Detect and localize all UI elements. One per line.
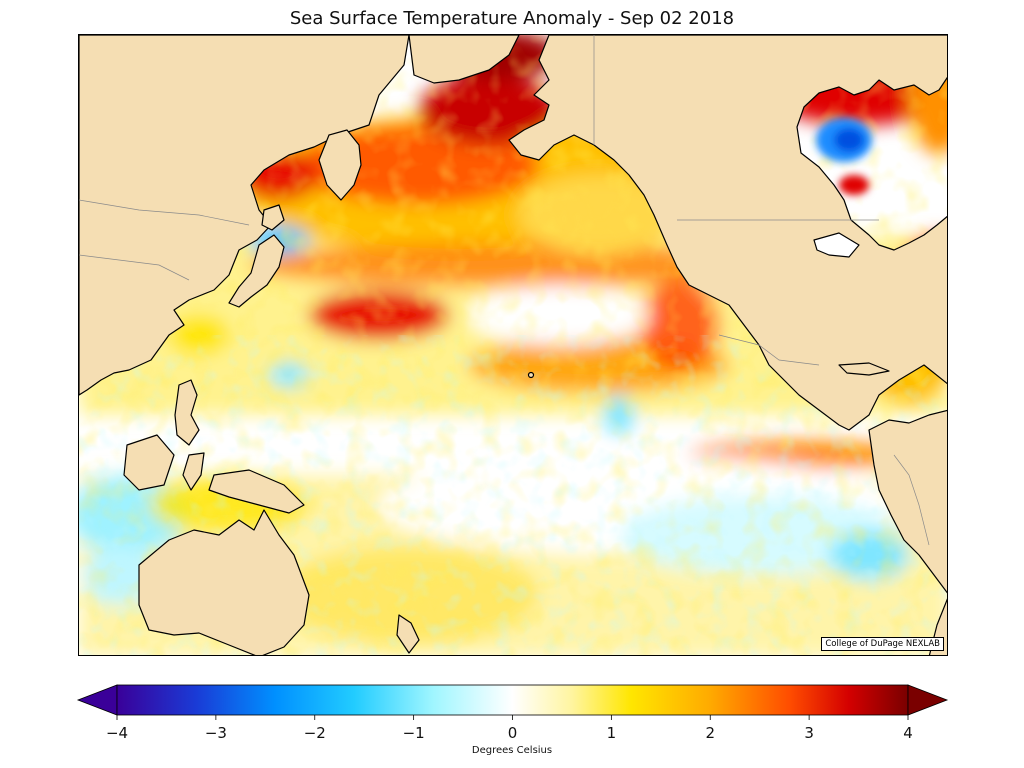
great-lakes <box>813 232 860 258</box>
colorbar-tick-label: −3 <box>204 724 227 742</box>
australia <box>138 509 310 655</box>
north-america-landmass <box>508 35 947 431</box>
kamchatka-peninsula <box>318 129 362 201</box>
colorbar-extend-min <box>76 684 118 716</box>
philippines <box>174 379 200 446</box>
colorbar-units-label: Degrees Celsius <box>471 745 553 756</box>
colorbar-gradient <box>76 684 949 720</box>
japan <box>228 234 285 308</box>
new-guinea <box>208 469 305 514</box>
credit-label: College of DuPage NEXLAB <box>821 637 944 651</box>
political-borders <box>79 35 930 546</box>
colorbar-tick-label: −2 <box>303 724 326 742</box>
hawaii <box>527 371 535 379</box>
sst-anomaly-map <box>79 35 947 655</box>
asia-landmass <box>79 35 410 396</box>
colorbar-tick-label: 0 <box>507 724 518 742</box>
colorbar-tick-label: 4 <box>903 724 913 742</box>
map-panel: College of DuPage NEXLAB <box>78 34 948 656</box>
colorbar-tick-label: 3 <box>804 724 814 742</box>
colorbar-body <box>116 684 909 716</box>
cuba <box>838 362 890 376</box>
new-zealand <box>396 614 420 654</box>
sulawesi <box>182 452 205 491</box>
land-masses <box>79 35 947 655</box>
colorbar-tick-label: −4 <box>105 724 129 742</box>
colorbar-tick-label: 1 <box>606 724 617 742</box>
chukotka <box>408 35 520 84</box>
hokkaido <box>261 204 285 231</box>
colorbar-extend-max <box>907 684 949 716</box>
borneo <box>123 434 175 491</box>
south-america-landmass <box>868 409 947 655</box>
colorbar: −4 −3 −2 −1 0 1 2 3 4 Degrees Celsius <box>0 684 1024 768</box>
colorbar-tick-marks <box>116 715 909 720</box>
map-title: Sea Surface Temperature Anomaly - Sep 02… <box>289 8 735 29</box>
colorbar-tick-label: −1 <box>402 724 425 742</box>
colorbar-tick-label: 2 <box>705 724 716 742</box>
